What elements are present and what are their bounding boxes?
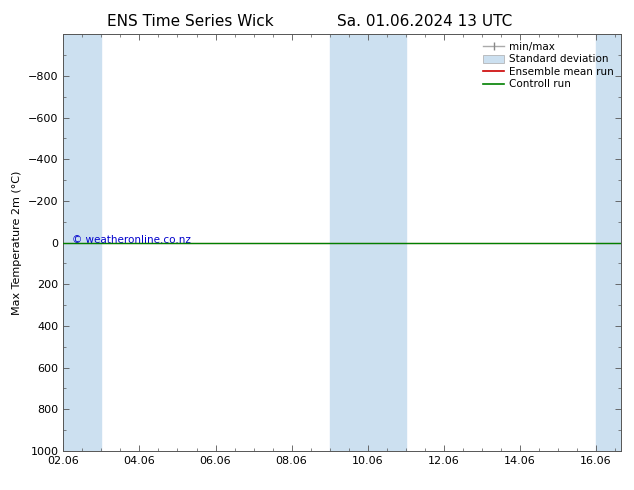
Legend: min/max, Standard deviation, Ensemble mean run, Controll run: min/max, Standard deviation, Ensemble me… (481, 40, 616, 92)
Bar (330, 34, 406, 451)
Y-axis label: Max Temperature 2m (°C): Max Temperature 2m (°C) (13, 171, 22, 315)
Text: ENS Time Series Wick: ENS Time Series Wick (107, 14, 273, 29)
Text: Sa. 01.06.2024 13 UTC: Sa. 01.06.2024 13 UTC (337, 14, 512, 29)
Bar (596, 34, 621, 451)
Bar (63, 34, 101, 451)
Text: © weatheronline.co.nz: © weatheronline.co.nz (72, 236, 191, 245)
